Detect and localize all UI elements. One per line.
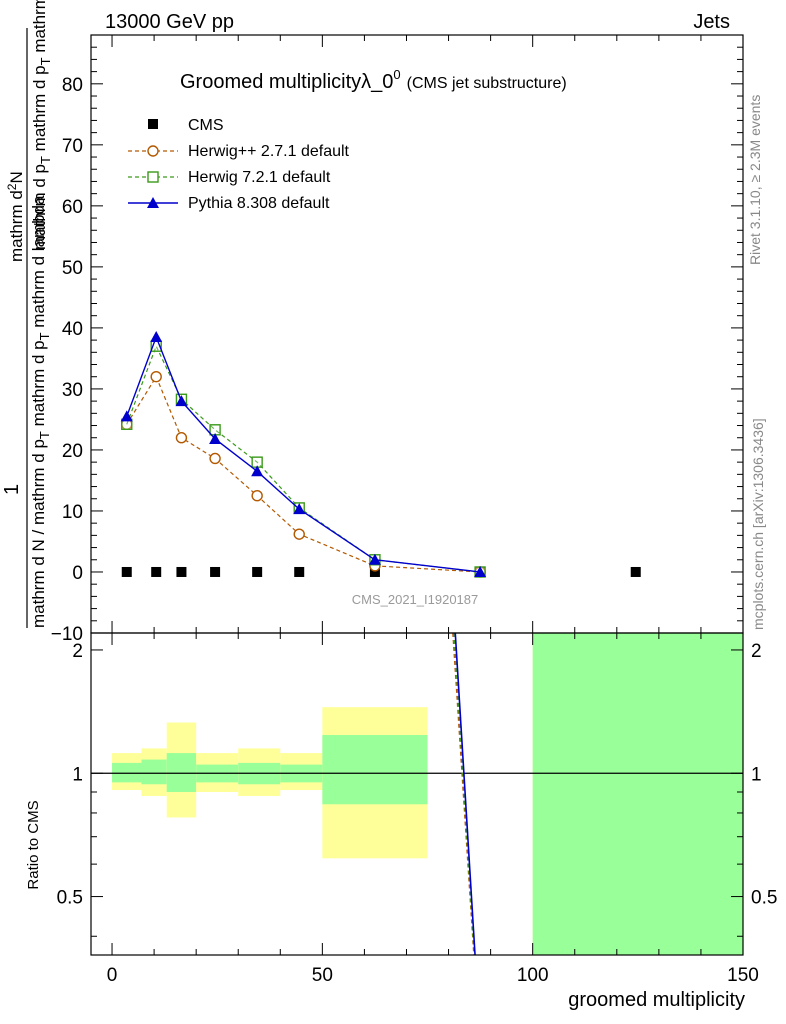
ylabel-left-sub: T	[37, 431, 52, 439]
ylabel-num-sup: 2	[5, 183, 19, 190]
main-ytick-label: 50	[62, 258, 83, 279]
ratio-ytick-label-right: 1	[751, 764, 762, 785]
ylabel-left-sub2: T	[37, 332, 52, 340]
legend: CMS Herwig++ 2.7.1 default Herwig 7.2.1 …	[128, 117, 350, 212]
ratio-ytick-label-right: 2	[751, 641, 762, 662]
data-point-pythia	[120, 410, 133, 422]
chart-title-main: Groomed multiplicityλ_0	[180, 71, 393, 93]
ratio-line-1	[453, 632, 475, 956]
data-point-cms	[252, 566, 263, 577]
data-point-cms	[121, 566, 132, 577]
data-point-pythia	[368, 553, 381, 565]
ylabel-den-c: mathrm d lambda	[30, 0, 49, 57]
analysis-watermark: CMS_2021_I1920187	[352, 592, 479, 607]
data-point-cms	[176, 566, 187, 577]
data-point-cms	[369, 566, 380, 577]
ratio-series	[452, 632, 476, 956]
chart-title-note: (CMS jet substructure)	[407, 75, 567, 92]
ylabel-frac-num: 1	[1, 484, 23, 495]
ratio-ytick-label: 1	[72, 764, 83, 785]
main-ylabel: 1 mathrm d N / mathrm d pT mathrm d pT m…	[1, 0, 53, 628]
data-point-pythia	[251, 465, 264, 477]
ratio-ytick-label-right: 0.5	[751, 888, 777, 909]
series-line-2	[126, 344, 481, 573]
ratio-band-inner	[141, 759, 167, 785]
data-point-pythia	[293, 503, 306, 515]
ratio-ticks: 0.5 0.5 1 1 2 2 0 50 100 150	[57, 633, 777, 986]
ratio-band-inner	[112, 762, 142, 783]
series-line-1	[126, 375, 481, 573]
ratio-band-inner	[166, 753, 197, 793]
data-point-cms	[151, 566, 162, 577]
main-ytick-label: 30	[62, 380, 83, 401]
main-ytick-label: 70	[62, 136, 83, 157]
ratio-ytick-label: 2	[72, 641, 83, 662]
legend-label-cms: CMS	[188, 117, 224, 134]
ylabel-left-b: mathrm d p	[29, 340, 48, 431]
data-point-herwigpp	[293, 528, 305, 540]
ylabel-den-sub2: T	[38, 57, 53, 65]
data-point-herwigpp	[209, 452, 221, 465]
xtick-label: 0	[107, 965, 118, 986]
data-point-cms	[294, 566, 305, 577]
ratio-line-2	[454, 632, 476, 956]
ylabel-left-c: mathrm d lambda	[29, 195, 48, 333]
data-point-herwigpp	[251, 490, 263, 502]
main-ytick-label: 60	[62, 197, 83, 218]
legend-label-herwig7: Herwig 7.2.1 default	[188, 169, 331, 186]
main-series	[120, 331, 641, 578]
ylabel-num-a: mathrm d	[7, 190, 26, 262]
data-point-cms	[630, 566, 641, 577]
ratio-bands	[91, 633, 743, 955]
main-ytick-label: 40	[62, 319, 83, 340]
main-ytick-label: 20	[62, 441, 83, 462]
xlabel: groomed multiplicity	[568, 989, 745, 1011]
ylabel-num-b: N	[7, 171, 26, 183]
ylabel-den-a: mathrm d p	[30, 164, 49, 250]
legend-label-pythia: Pythia 8.308 default	[188, 195, 330, 212]
ratio-frame	[90, 632, 744, 956]
ratio-ytick-label: 0.5	[57, 888, 83, 909]
data-point-pythia	[175, 395, 188, 407]
ylabel-left: mathrm d N / mathrm d pT mathrm d pT mat…	[29, 195, 52, 628]
data-point-pythia	[150, 331, 163, 343]
ylabel-top: mathrm d2N	[5, 171, 26, 262]
mcplots-label: mcplots.cern.ch [arXiv:1306.3436]	[750, 418, 766, 630]
data-point-cms	[210, 566, 221, 577]
main-ytick-label: 80	[62, 75, 83, 96]
ratio-band-inner	[532, 633, 743, 955]
chart-title: Groomed multiplicityλ_00 (CMS jet substru…	[180, 67, 567, 93]
ylabel-left-a: mathrm d N / mathrm d p	[29, 439, 48, 628]
main-ytick-label: 0	[72, 563, 83, 584]
legend-marker-pythia	[147, 197, 159, 208]
xtick-label: 150	[727, 965, 759, 986]
ylabel-den-sub1: T	[38, 156, 53, 164]
xtick-label: 50	[312, 965, 333, 986]
ratio-ylabel: Ratio to CMS	[25, 800, 42, 889]
ratio-band-inner	[322, 734, 428, 805]
rivet-label: Rivet 3.1.10, ≥ 2.3M events	[747, 95, 763, 265]
legend-marker-herwig7	[147, 171, 159, 183]
series-line-3	[126, 335, 481, 573]
legend-marker-cms	[148, 119, 158, 129]
xtick-label: 100	[517, 965, 549, 986]
data-point-pythia	[474, 565, 487, 577]
process-label: Jets	[693, 11, 730, 33]
data-point-herwigpp	[175, 432, 188, 444]
ylabel-den-b: mathrm d p	[30, 65, 49, 156]
main-ytick-label: 10	[62, 502, 83, 523]
energy-label: 13000 GeV pp	[105, 11, 234, 33]
legend-marker-herwigpp	[147, 145, 159, 157]
legend-label-herwigpp: Herwig++ 2.7.1 default	[188, 143, 350, 160]
chart-title-sup: 0	[393, 67, 400, 82]
data-point-herwigpp	[150, 371, 162, 383]
data-point-pythia	[209, 432, 222, 444]
ylabel-den: mathrm d pT mathrm d pT mathrm d lambda	[30, 0, 53, 250]
main-ytick-label: −10	[51, 624, 83, 645]
